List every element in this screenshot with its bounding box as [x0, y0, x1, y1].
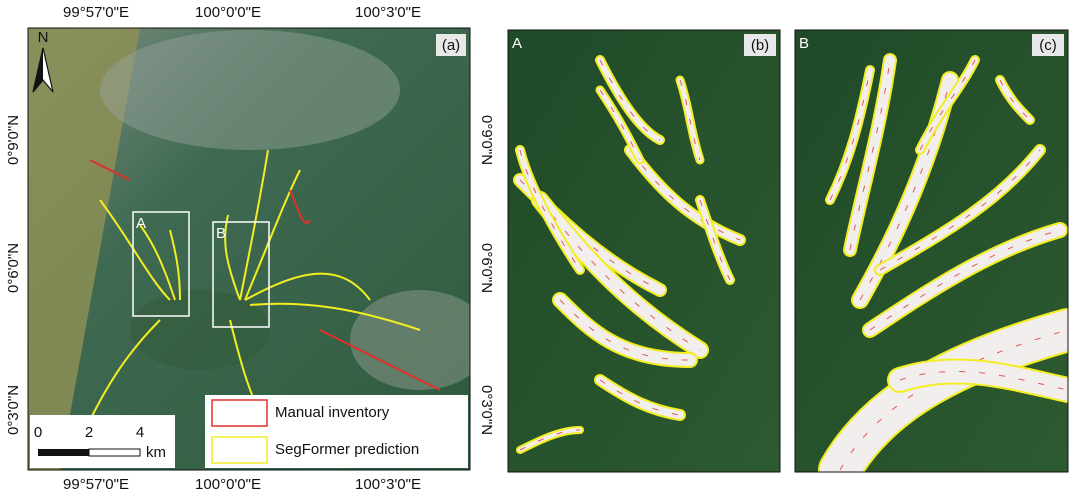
landslide-manual	[899, 370, 1068, 391]
landslide	[864, 224, 1066, 336]
panel-label-bg	[436, 34, 466, 56]
scale-bar	[88, 448, 141, 457]
landslide-manual	[539, 199, 701, 351]
panel-label: (c)	[1039, 37, 1057, 54]
landslide	[597, 57, 663, 143]
landslides	[513, 55, 746, 454]
lon-label: 100°0'0"E	[195, 476, 261, 493]
panel-label: (b)	[751, 37, 769, 54]
landslide-manual	[519, 149, 581, 271]
lon-label: 100°3'0"E	[355, 476, 421, 493]
landslide-manual	[599, 89, 641, 161]
legend	[205, 395, 468, 468]
scale-tick-label: 0	[34, 424, 42, 441]
image-frame	[794, 29, 1069, 473]
lat-label: 0°3'0"N	[478, 385, 495, 435]
landslide	[917, 57, 978, 153]
panel-c: B (c)	[794, 29, 1069, 473]
town-area	[350, 290, 470, 390]
lat-label: 0°6'0"N	[5, 243, 22, 293]
lon-label: 99°57'0"E	[63, 476, 129, 493]
inset-label: B	[799, 35, 809, 52]
crater	[130, 290, 270, 370]
scale-unit: km	[146, 444, 166, 461]
panel-label-bg	[1032, 34, 1064, 56]
lat-label: 0°3'0"N	[5, 385, 22, 435]
image-background	[508, 30, 780, 472]
landslides	[818, 53, 1068, 472]
lat-label: 0°9'0"N	[5, 115, 22, 165]
landslide-manual	[679, 79, 701, 161]
scale-tick-label: 2	[85, 424, 93, 441]
box-label: B	[216, 225, 226, 242]
image-frame	[507, 29, 781, 473]
legend-label: SegFormer prediction	[275, 441, 419, 458]
panel-a: A B (a) N 0 2 4 km Manual inventory SegF…	[27, 27, 471, 471]
north-label: N	[38, 29, 49, 46]
legend-swatch	[211, 436, 268, 464]
landslide	[876, 146, 1044, 274]
panel-label-bg	[744, 34, 776, 56]
inset-box-a	[132, 211, 190, 317]
landslide	[697, 197, 733, 283]
legend-swatch	[211, 399, 268, 427]
north-arrow-half	[33, 48, 43, 92]
panel-label: (a)	[442, 37, 460, 54]
scale-tick-label: 4	[136, 424, 144, 441]
box-label: A	[136, 215, 146, 232]
inset-box-b	[212, 221, 270, 328]
legend-label: Manual inventory	[275, 404, 390, 421]
inset-label: A	[512, 35, 522, 52]
panel-b: A (b)	[507, 29, 781, 473]
landslide	[596, 376, 684, 419]
olive-strip	[28, 28, 140, 470]
landslide	[518, 428, 582, 452]
lon-label: 99°57'0"E	[63, 4, 129, 21]
lon-label: 100°0'0"E	[195, 4, 261, 21]
landslides	[89, 149, 441, 431]
town-area	[100, 30, 400, 150]
scale-box	[30, 415, 175, 468]
landslide	[845, 55, 895, 255]
landslide-manual	[829, 69, 871, 201]
lon-label: 100°3'0"E	[355, 4, 421, 21]
lat-label: 0°9'0"N	[478, 115, 495, 165]
landslide-manual	[999, 79, 1031, 121]
map-frame	[27, 27, 471, 471]
lat-label: 0°6'0"N	[478, 243, 495, 293]
landslide-manual	[559, 299, 691, 361]
scale-bar	[38, 449, 89, 456]
